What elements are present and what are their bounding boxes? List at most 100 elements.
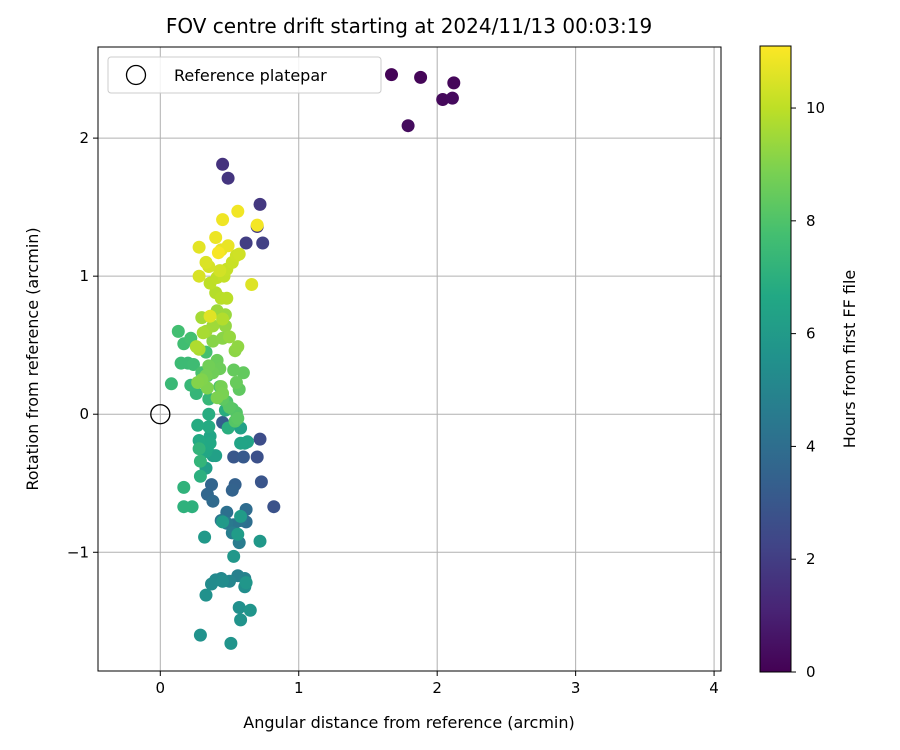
- legend-reference-marker: [125, 64, 147, 86]
- scatter-point: [203, 309, 217, 323]
- x-tick-label: 0: [156, 679, 166, 697]
- scatter-point: [192, 240, 206, 254]
- colorbar: 0 2 4 6 8 10 Hours from first FF file: [759, 45, 859, 681]
- y-tick-label: −1: [67, 543, 89, 561]
- scatter-point: [227, 549, 241, 563]
- scatter-point: [205, 478, 218, 492]
- scatter-point: [229, 376, 243, 389]
- reference-platepar-marker: [150, 404, 171, 425]
- scatter-point: [193, 628, 207, 642]
- scatter-point: [211, 246, 225, 260]
- scatter-point: [177, 480, 191, 494]
- scatter-point: [189, 340, 203, 354]
- scatter-point: [253, 534, 267, 548]
- scatter-point: [216, 157, 230, 171]
- x-axis-label: Angular distance from reference (arcmin): [243, 713, 574, 732]
- scatter-point: [231, 411, 245, 425]
- colorbar-label: Hours from first FF file: [840, 270, 859, 449]
- scatter-point: [445, 91, 459, 105]
- colorbar-tick-label: 8: [806, 212, 816, 230]
- scatter-point: [231, 527, 245, 541]
- scatter-point: [232, 247, 246, 261]
- x-tick-label: 2: [432, 679, 442, 697]
- scatter-point: [234, 436, 248, 450]
- scatter-point: [191, 376, 205, 389]
- scatter-point: [220, 291, 234, 305]
- scatter-point: [231, 204, 245, 218]
- scatter-point: [267, 500, 281, 514]
- scatter-point: [227, 363, 241, 377]
- scatter-point: [221, 239, 235, 253]
- scatter-point: [225, 483, 239, 497]
- scatter-point: [187, 358, 200, 371]
- scatter-point: [164, 377, 178, 391]
- scatter-point: [216, 574, 230, 588]
- scatter-point: [227, 450, 241, 464]
- x-tick-label: 3: [571, 679, 581, 697]
- scatter-point: [193, 454, 207, 468]
- chart-title: FOV centre drift starting at 2024/11/13 …: [166, 14, 652, 38]
- legend-entry-reference: Reference platepar: [174, 66, 327, 85]
- scatter-point: [171, 324, 185, 338]
- scatter-point: [199, 588, 213, 602]
- scatter-point: [447, 76, 461, 90]
- scatter-point: [236, 450, 250, 464]
- scatter-point: [253, 432, 267, 446]
- scatter-point: [234, 509, 248, 523]
- scatter-point: [245, 278, 259, 291]
- scatter-point: [206, 494, 220, 508]
- y-tick-label: 0: [79, 405, 89, 423]
- plot-frame: [97, 46, 722, 672]
- scatter-point: [198, 530, 212, 544]
- y-tick-label: 2: [79, 129, 89, 147]
- scatter-point: [192, 442, 206, 456]
- scatter-point: [192, 269, 206, 283]
- scatter-point: [193, 469, 207, 483]
- scatter-point: [250, 218, 264, 232]
- scatter-point: [209, 449, 223, 463]
- y-tick-label: 1: [79, 267, 89, 285]
- scatter-point: [254, 475, 268, 489]
- scatter-point: [209, 231, 223, 244]
- scatter-point: [250, 450, 264, 464]
- scatter-point: [253, 197, 267, 211]
- scatter-point: [196, 326, 210, 340]
- scatter-point: [221, 171, 235, 185]
- scatter-point: [216, 515, 230, 529]
- scatter-point: [385, 68, 398, 82]
- scatter-point: [210, 391, 224, 405]
- scatter-point: [224, 636, 238, 650]
- y-axis-label: Rotation from reference (arcmin): [23, 227, 42, 490]
- colorbar-ticks: 0 2 4 6 8 10: [791, 99, 825, 681]
- scatter-point: [216, 312, 230, 326]
- x-axis-ticks: 0 1 2 3 4: [156, 671, 719, 697]
- colorbar-tick-label: 4: [806, 437, 816, 455]
- scatter-point: [223, 330, 236, 344]
- scatter-point: [239, 236, 253, 250]
- scatter-point: [216, 213, 230, 227]
- scatter-point: [174, 356, 188, 370]
- scatter-point: [436, 93, 450, 106]
- scatter-points: [150, 68, 461, 650]
- legend: Reference platepar: [107, 56, 382, 94]
- colorbar-tick-label: 6: [806, 325, 816, 343]
- colorbar-gradient: [759, 45, 792, 673]
- scatter-point: [191, 418, 205, 432]
- y-axis-ticks: −1 0 1 2: [67, 129, 98, 561]
- x-tick-label: 4: [709, 679, 719, 697]
- colorbar-tick-label: 0: [806, 663, 816, 681]
- grid-lines: [98, 47, 721, 671]
- scatter-point: [239, 576, 253, 590]
- scatter-point: [231, 340, 245, 354]
- scatter-point: [234, 613, 248, 627]
- scatter-point: [213, 264, 227, 278]
- scatter-point: [256, 236, 270, 250]
- scatter-point: [202, 420, 216, 434]
- scatter-point: [414, 70, 428, 84]
- scatter-point: [243, 603, 257, 617]
- scatter-point: [177, 500, 191, 514]
- legend-box: [107, 56, 382, 94]
- colorbar-tick-label: 10: [806, 99, 825, 117]
- scatter-point: [232, 601, 246, 614]
